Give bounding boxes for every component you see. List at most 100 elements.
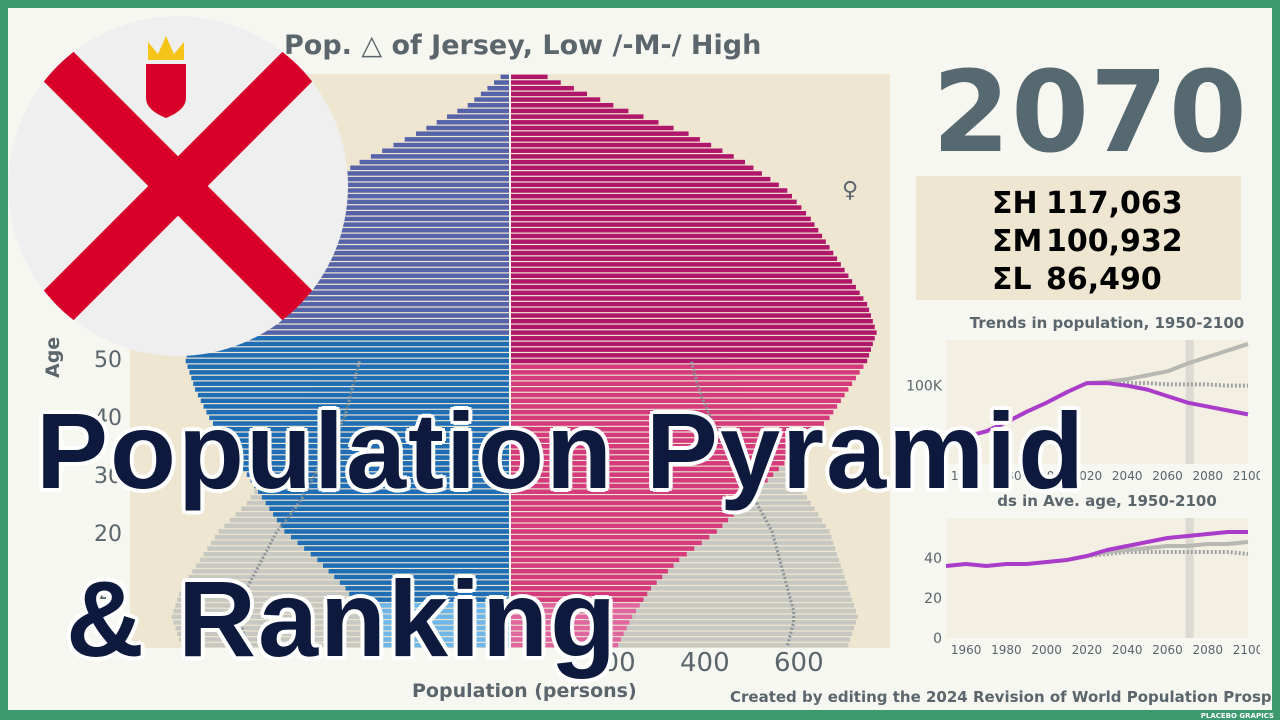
bar-female: [510, 85, 574, 91]
bar-male-high: [179, 637, 510, 642]
trend-series-line: [945, 530, 1248, 568]
bar-female: [510, 74, 548, 80]
bar-male: [372, 631, 510, 637]
total-high-value: 117,063: [1046, 186, 1183, 221]
bar-female: [510, 489, 757, 494]
bar-female: [510, 620, 630, 625]
bar-female: [510, 245, 830, 250]
bar-female: [510, 120, 659, 125]
trend-plot-bg: [946, 518, 1248, 638]
bar-male: [339, 580, 510, 585]
bar-male-high: [171, 614, 510, 619]
bar-male: [244, 256, 511, 261]
bar-male-high: [173, 608, 511, 614]
bar-female: [510, 387, 849, 392]
bar-male: [317, 557, 510, 563]
bar-male: [211, 290, 510, 296]
totals-panel: ΣH 117,063 ΣM 100,932 ΣL 86,490: [916, 176, 1241, 300]
total-medium-symbol: ΣM: [992, 224, 1043, 259]
bar-female-high: [510, 597, 853, 602]
x-tick-label: 2040: [1112, 643, 1143, 657]
bar-female: [510, 182, 779, 188]
bar-male: [256, 245, 510, 250]
total-high-symbol: ΣH: [992, 186, 1038, 221]
bar-female: [510, 330, 877, 335]
bar-female: [510, 580, 657, 585]
bar-male: [206, 409, 510, 415]
bar-female: [510, 608, 636, 614]
bar-male: [228, 444, 510, 449]
bar-male: [312, 188, 510, 193]
bar-female: [510, 341, 873, 347]
shield-icon: [146, 64, 186, 118]
bar-female: [510, 449, 796, 455]
bar-female: [510, 307, 870, 313]
bar-male: [353, 597, 510, 602]
x-tick-label: 2020: [1072, 643, 1103, 657]
x-tick-label: 2100: [1233, 643, 1260, 657]
total-low-symbol: ΣL: [992, 262, 1032, 297]
bar-female: [510, 426, 819, 432]
bar-male: [205, 296, 510, 301]
bar-male: [250, 478, 510, 483]
bar-male: [284, 216, 510, 222]
bar-male: [265, 500, 510, 506]
thumbnail-frame: Pop. △ of Jersey, Low /-M-/ High ♀ Age 5…: [8, 8, 1272, 710]
current-year-marker: [1185, 518, 1194, 638]
bar-male: [306, 193, 510, 199]
bar-male: [243, 466, 511, 472]
bar-female: [510, 188, 788, 193]
bar-female: [510, 591, 648, 597]
total-high-row: ΣH 117,063: [992, 186, 1183, 221]
bar-male-high: [173, 620, 511, 625]
bar-female: [510, 404, 838, 409]
bar-male: [331, 176, 510, 182]
bar-female: [510, 262, 841, 267]
y-tick-label: 40: [924, 551, 942, 567]
bar-female: [510, 347, 871, 352]
bar-male: [500, 74, 510, 80]
bar-female: [510, 250, 834, 256]
bar-female-high: [510, 569, 843, 574]
bar-male: [290, 534, 510, 540]
bar-male: [447, 114, 510, 119]
x-tick-label: 2080: [1192, 643, 1223, 657]
bar-female: [510, 574, 663, 580]
trend-series-line: [1086, 550, 1249, 558]
crown-icon: [148, 36, 184, 60]
bar-female-high: [510, 614, 858, 619]
medium-outline-female: [689, 360, 796, 646]
age-tick-10: 10: [94, 580, 122, 605]
bar-male: [199, 301, 511, 307]
bar-female: [510, 324, 875, 330]
total-medium-value: 100,932: [1046, 224, 1183, 259]
bar-male: [474, 97, 510, 102]
bar-male: [310, 551, 510, 557]
bar-male: [457, 108, 510, 114]
bar-female: [510, 159, 745, 165]
bar-female: [510, 256, 838, 261]
bar-female: [510, 534, 710, 540]
x-tick-400: 400: [680, 648, 730, 678]
bar-male: [254, 483, 510, 489]
trend-series-line: [945, 381, 1249, 444]
bar-female-high: [510, 637, 851, 642]
bar-male: [197, 392, 511, 398]
bar-female: [510, 421, 824, 426]
bar-male: [209, 415, 510, 421]
bar-female-high: [510, 625, 855, 631]
bar-female: [510, 210, 807, 216]
bar-female: [510, 557, 680, 563]
bar-female: [510, 193, 792, 199]
bar-female: [510, 239, 826, 244]
y-tick-label: 0: [933, 631, 942, 647]
bar-female: [510, 91, 588, 97]
bar-male: [273, 228, 510, 233]
brand-watermark: PLACEBO GRAPICS: [1200, 712, 1274, 720]
bar-female: [510, 512, 734, 517]
bar-male-high: [177, 631, 511, 637]
bar-female: [510, 551, 687, 557]
bar-female: [510, 267, 845, 273]
bar-female: [510, 631, 624, 637]
bar-male-high: [175, 603, 511, 608]
